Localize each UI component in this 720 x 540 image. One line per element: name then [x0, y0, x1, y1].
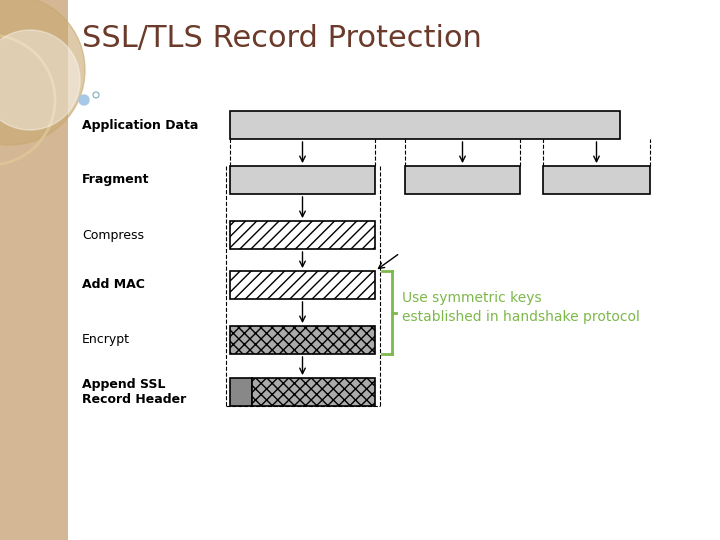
Bar [230, 111, 620, 139]
Bar [230, 378, 252, 406]
Text: Fragment: Fragment [82, 173, 150, 186]
Bar [252, 378, 375, 406]
Text: Use symmetric keys
established in handshake protocol: Use symmetric keys established in handsh… [402, 291, 640, 324]
Bar [230, 166, 375, 194]
Bar [405, 166, 520, 194]
Circle shape [0, 0, 85, 145]
Bar [0, 0, 68, 540]
Text: Add MAC: Add MAC [82, 279, 145, 292]
Text: Encrypt: Encrypt [82, 334, 130, 347]
Bar [230, 271, 375, 299]
Text: SSL/TLS Record Protection: SSL/TLS Record Protection [82, 24, 482, 52]
Bar [230, 221, 375, 249]
Bar [543, 166, 650, 194]
Text: Compress: Compress [82, 228, 144, 241]
Bar [230, 326, 375, 354]
Text: Append SSL
Record Header: Append SSL Record Header [82, 378, 186, 406]
Text: Application Data: Application Data [82, 118, 199, 132]
Circle shape [0, 30, 80, 130]
Circle shape [79, 95, 89, 105]
